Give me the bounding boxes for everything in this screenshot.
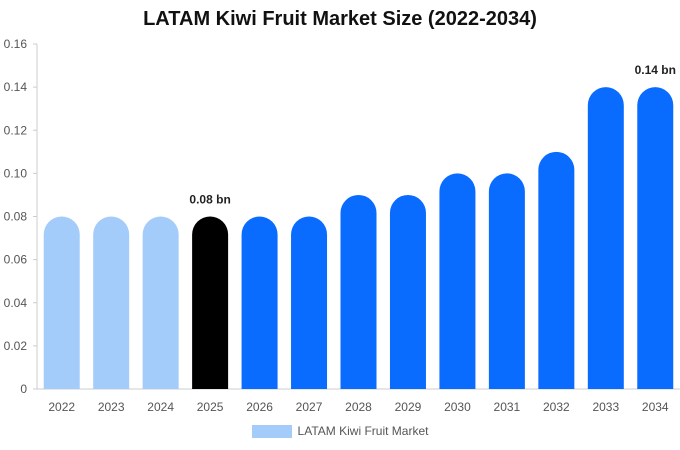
bar-2029[interactable] [389,194,426,389]
x-tick-label: 2033 [592,400,619,414]
x-tick-label: 2025 [197,400,224,414]
legend-label: LATAM Kiwi Fruit Market [297,424,429,438]
bar-2030[interactable] [439,173,476,389]
x-tick-label: 2034 [642,400,669,414]
bar-2034[interactable] [637,87,674,389]
x-tick-label: 2029 [395,400,422,414]
bar-2033[interactable] [587,87,624,389]
labels: 2022 2023 2024 2025 2026 2027 2028 2029 2030 2031… [48,63,676,414]
x-tick-label: 2027 [296,400,323,414]
x-tick-label: 2031 [494,400,521,414]
y-tick-label: 0.08 [4,210,28,224]
y-tick-label: 0.14 [4,80,28,94]
bar-2032[interactable] [538,151,575,389]
legend[interactable]: LATAM Kiwi Fruit Market [0,424,680,438]
y-tick-label: 0.04 [4,296,28,310]
y-tick-label: 0.06 [4,253,28,267]
y-tick-label: 0.12 [4,123,28,137]
x-tick-label: 2022 [48,400,75,414]
bar-2028[interactable] [340,194,377,389]
y-tick-label: 0.16 [4,37,28,51]
x-tick-label: 2023 [98,400,125,414]
x-tick-label: 2028 [345,400,372,414]
data-label-2025: 0.08 bn [189,193,230,207]
bar-2023[interactable] [93,216,130,390]
x-tick-label: 2024 [147,400,174,414]
bar-2027[interactable] [291,216,328,390]
bar-2024[interactable] [142,216,179,390]
y-tick-label: 0.10 [4,166,28,180]
y-tick-label: 0 [20,382,27,396]
chart-title: LATAM Kiwi Fruit Market Size (2022-2034) [143,8,537,30]
bar-2022[interactable] [43,216,80,390]
data-label-2034: 0.14 bn [635,63,676,77]
bars [43,87,674,390]
legend-swatch [251,424,292,438]
y-tick-label: 0.02 [4,339,28,353]
bar-2025[interactable] [192,216,229,390]
bar-2031[interactable] [488,173,525,389]
bar-2026[interactable] [241,216,278,390]
x-tick-label: 2030 [444,400,471,414]
x-tick-label: 2026 [246,400,273,414]
x-tick-label: 2032 [543,400,570,414]
